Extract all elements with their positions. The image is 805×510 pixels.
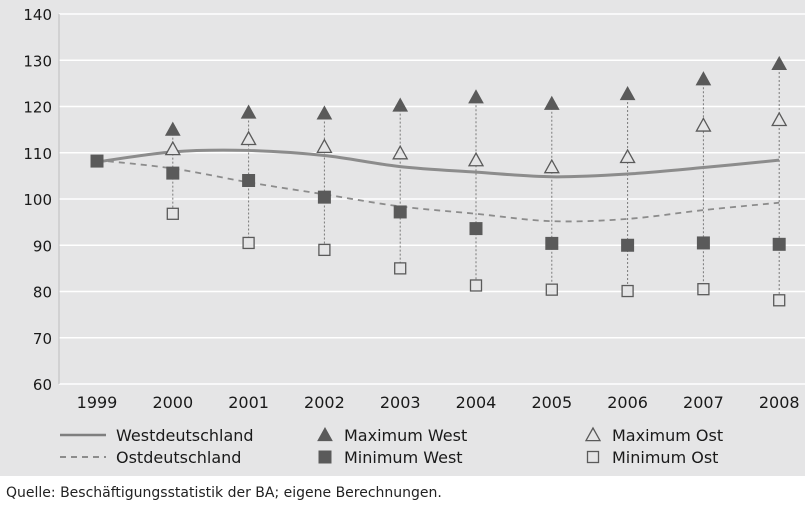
legend-label: Minimum Ost [612, 448, 718, 467]
legend-swatch [318, 450, 332, 464]
source-note: Quelle: Beschäftigungsstatistik der BA; … [6, 485, 442, 501]
data-point-filled-triangle [619, 85, 636, 101]
data-point-open-square [697, 283, 710, 296]
data-point-filled-triangle [771, 55, 788, 71]
legend-item: Westdeutschland [60, 426, 254, 445]
x-tick-label: 2004 [456, 393, 497, 412]
data-point-filled-triangle [392, 97, 409, 112]
y-tick-label: 120 [23, 99, 52, 117]
data-point-filled-triangle [543, 95, 560, 110]
x-tick-label: 2000 [152, 393, 193, 412]
x-tick-label: 2006 [607, 393, 648, 412]
y-tick-label: 110 [23, 145, 52, 163]
series-markers [90, 55, 788, 307]
line-chart: 60 70 80 90 100 110 120 130 140 1999 2000 2001 2002… [23, 6, 805, 467]
data-point-open-square [242, 236, 255, 250]
data-point-filled-triangle [316, 105, 333, 120]
data-point-filled-triangle [240, 104, 257, 119]
x-tick-label: 1999 [77, 393, 118, 412]
legend-swatch [586, 450, 600, 464]
legend-swatch [584, 426, 602, 442]
legend-label: Maximum Ost [612, 426, 723, 445]
data-point-open-triangle [240, 130, 257, 146]
data-point-filled-square [621, 238, 635, 252]
data-point-open-square [545, 283, 558, 296]
x-axis-tick-labels: 1999 2000 2001 2002 2003 2004 2005 2006 2007 2008 [77, 393, 800, 412]
series-line-westdeutschland [96, 148, 780, 179]
legend-item: Minimum West [318, 448, 463, 467]
data-point-open-square [621, 284, 634, 298]
data-point-filled-square [317, 190, 331, 204]
data-point-open-triangle [392, 144, 409, 160]
data-point-filled-triangle [468, 89, 484, 104]
data-point-open-triangle [619, 148, 636, 164]
y-tick-label: 80 [33, 284, 52, 302]
data-point-open-triangle [543, 158, 560, 174]
legend: Westdeutschland Ostdeutschland Maximum Wes… [60, 426, 723, 467]
legend-item: Ostdeutschland [60, 448, 241, 467]
x-tick-label: 2001 [228, 393, 269, 412]
data-point-filled-triangle [164, 121, 181, 136]
data-point-filled-triangle [695, 71, 712, 86]
data-point-filled-square [242, 174, 256, 187]
y-axis-tick-labels: 60 70 80 90 100 110 120 130 140 [23, 6, 52, 394]
data-point-filled-square [696, 236, 710, 250]
data-point-open-triangle [316, 138, 333, 153]
x-tick-label: 2005 [531, 393, 572, 412]
grid-layer [58, 13, 805, 385]
y-tick-label: 130 [23, 52, 52, 70]
data-point-open-square [318, 243, 331, 257]
data-point-open-square [166, 207, 179, 220]
y-tick-label: 140 [23, 6, 52, 24]
data-point-open-triangle [467, 151, 485, 167]
data-point-filled-square [90, 154, 104, 168]
legend-label: Minimum West [344, 448, 463, 467]
data-point-open-square [773, 294, 786, 307]
legend-swatch [317, 426, 333, 442]
x-tick-label: 2003 [380, 393, 421, 412]
legend-label: Maximum West [344, 426, 467, 445]
data-point-filled-square [469, 222, 483, 236]
x-tick-label: 2008 [759, 393, 800, 412]
data-point-filled-square [772, 237, 786, 251]
data-point-open-square [469, 279, 483, 292]
legend-item: Maximum Ost [584, 426, 723, 445]
data-point-filled-square [166, 166, 180, 180]
y-tick-label: 90 [33, 237, 52, 255]
legend-label: Westdeutschland [116, 426, 254, 445]
chart-figure: 60 70 80 90 100 110 120 130 140 1999 2000 2001 2002… [0, 0, 805, 476]
legend-item: Minimum Ost [586, 448, 718, 467]
legend-item: Maximum West [317, 426, 467, 445]
data-point-filled-square [545, 236, 559, 250]
data-point-open-triangle [164, 140, 181, 156]
y-tick-label: 100 [23, 191, 52, 209]
x-tick-label: 2007 [683, 393, 724, 412]
y-tick-label: 60 [33, 376, 52, 394]
data-point-open-square [394, 262, 407, 275]
data-point-open-triangle [695, 117, 712, 132]
y-tick-label: 70 [33, 330, 52, 348]
data-point-open-triangle [771, 111, 788, 127]
series-lines [96, 148, 780, 223]
data-point-filled-square [393, 205, 407, 219]
x-tick-label: 2002 [304, 393, 345, 412]
series-line-ostdeutschland [96, 159, 780, 223]
legend-label: Ostdeutschland [116, 448, 241, 467]
